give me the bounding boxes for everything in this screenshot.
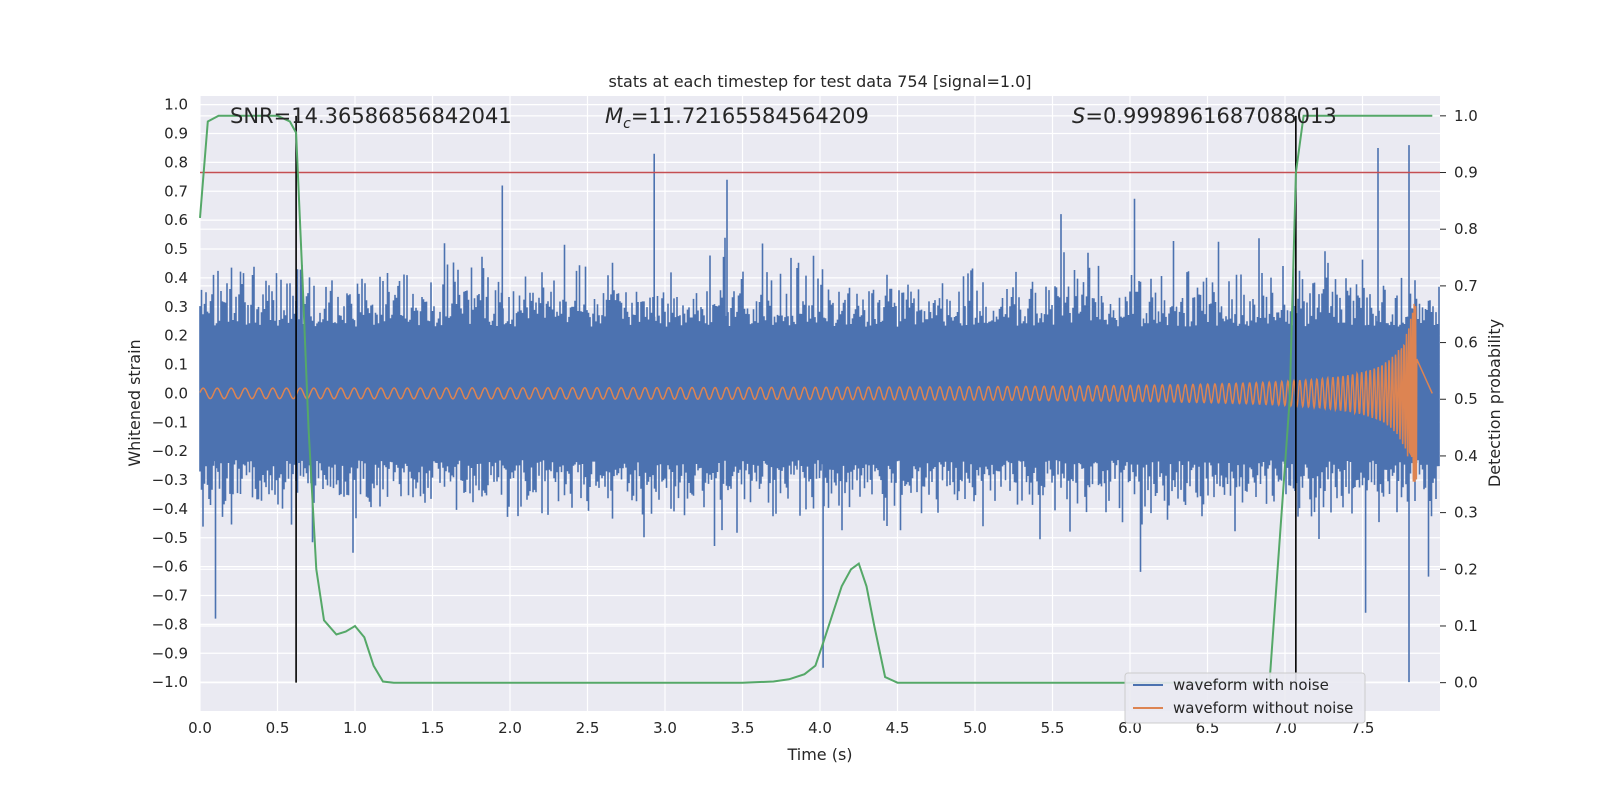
y-tick-label: −0.9 xyxy=(152,644,188,662)
y-tick-label: 0.0 xyxy=(164,384,188,402)
y-tick-label: −0.2 xyxy=(152,442,188,460)
y-tick-label: 0.9 xyxy=(164,125,188,143)
y-tick-label: 1.0 xyxy=(164,96,188,114)
y-tick-label: −0.6 xyxy=(152,558,188,576)
x-axis-label: Time (s) xyxy=(786,745,852,764)
x-tick-label: 0.0 xyxy=(188,719,212,737)
chirp-mass-annotation: Mc=11.72165584564209 xyxy=(605,104,869,132)
y-tick-label: 0.2 xyxy=(164,327,188,345)
clean-waveform-path xyxy=(199,303,1433,482)
y2-axis-label: Detection probability xyxy=(1485,319,1504,487)
chirp-mass-symbol: M xyxy=(605,104,623,128)
snr-annotation: SNR=14.36586856842041 xyxy=(230,104,512,128)
chirp-mass-value: =11.72165584564209 xyxy=(631,104,869,128)
detection-probability-line xyxy=(199,114,1433,684)
y2-tick-label: 0.9 xyxy=(1454,164,1478,182)
chart-title: stats at each timestep for test data 754… xyxy=(608,72,1031,91)
y2-tick-label: 0.8 xyxy=(1454,220,1478,238)
y-tick-label: 0.4 xyxy=(164,269,188,287)
x-tick-label: 1.0 xyxy=(343,719,367,737)
y-tick-label: −0.5 xyxy=(152,529,188,547)
x-tick-label: 5.0 xyxy=(963,719,987,737)
y-tick-label: 0.5 xyxy=(164,240,188,258)
y2-tick-label: 1.0 xyxy=(1454,107,1478,125)
y-tick-label: −0.1 xyxy=(152,413,188,431)
y-tick-label: −0.8 xyxy=(152,615,188,633)
legend-label-clean: waveform without noise xyxy=(1173,699,1353,717)
y2-tick-label: 0.4 xyxy=(1454,447,1478,465)
x-tick-label: 3.5 xyxy=(731,719,755,737)
y-tick-label: −1.0 xyxy=(152,673,188,691)
y2-tick-label: 0.1 xyxy=(1454,617,1478,635)
y2-tick-label: 0.0 xyxy=(1454,674,1478,692)
y-tick-label: −0.3 xyxy=(152,471,188,489)
y-tick-label: 0.3 xyxy=(164,298,188,316)
y-tick-label: −0.7 xyxy=(152,587,188,605)
x-tick-label: 2.5 xyxy=(576,719,600,737)
y2-tick-label: 0.6 xyxy=(1454,334,1478,352)
legend: waveform with noise waveform without noi… xyxy=(1124,672,1366,724)
x-tick-label: 2.0 xyxy=(498,719,522,737)
y-tick-label: 0.8 xyxy=(164,153,188,171)
x-tick-label: 0.5 xyxy=(266,719,290,737)
legend-label-noise: waveform with noise xyxy=(1173,676,1329,694)
legend-box xyxy=(1124,672,1366,724)
x-tick-label: 4.0 xyxy=(808,719,832,737)
y-axis-label: Whitened strain xyxy=(125,339,144,466)
x-tick-label: 3.0 xyxy=(653,719,677,737)
y2-tick-label: 0.3 xyxy=(1454,504,1478,522)
y-tick-label: 0.7 xyxy=(164,182,188,200)
s-value: =0.9998961687088013 xyxy=(1085,104,1336,128)
y-tick-label: −0.4 xyxy=(152,500,188,518)
s-symbol: S xyxy=(1072,104,1085,128)
y2-tick-label: 0.5 xyxy=(1454,390,1478,408)
chirp-mass-subscript: c xyxy=(623,116,631,132)
x-tick-label: 5.5 xyxy=(1041,719,1065,737)
y-tick-label: 0.6 xyxy=(164,211,188,229)
x-tick-label: 1.5 xyxy=(421,719,445,737)
y2-tick-label: 0.2 xyxy=(1454,560,1478,578)
ticks: 0.0 0.5 1.0 1.5 2.0 2.5 3.0 3.5 4.0 4.5 5.0 5.5 6.0 6… xyxy=(152,96,1478,737)
overlay-lines xyxy=(199,114,1440,684)
s-annotation: S=0.9998961687088013 xyxy=(1072,104,1337,128)
series-waveform-without-noise xyxy=(199,303,1433,482)
y-tick-label: 0.1 xyxy=(164,356,188,374)
x-tick-label: 4.5 xyxy=(886,719,910,737)
y2-tick-label: 0.7 xyxy=(1454,277,1478,295)
